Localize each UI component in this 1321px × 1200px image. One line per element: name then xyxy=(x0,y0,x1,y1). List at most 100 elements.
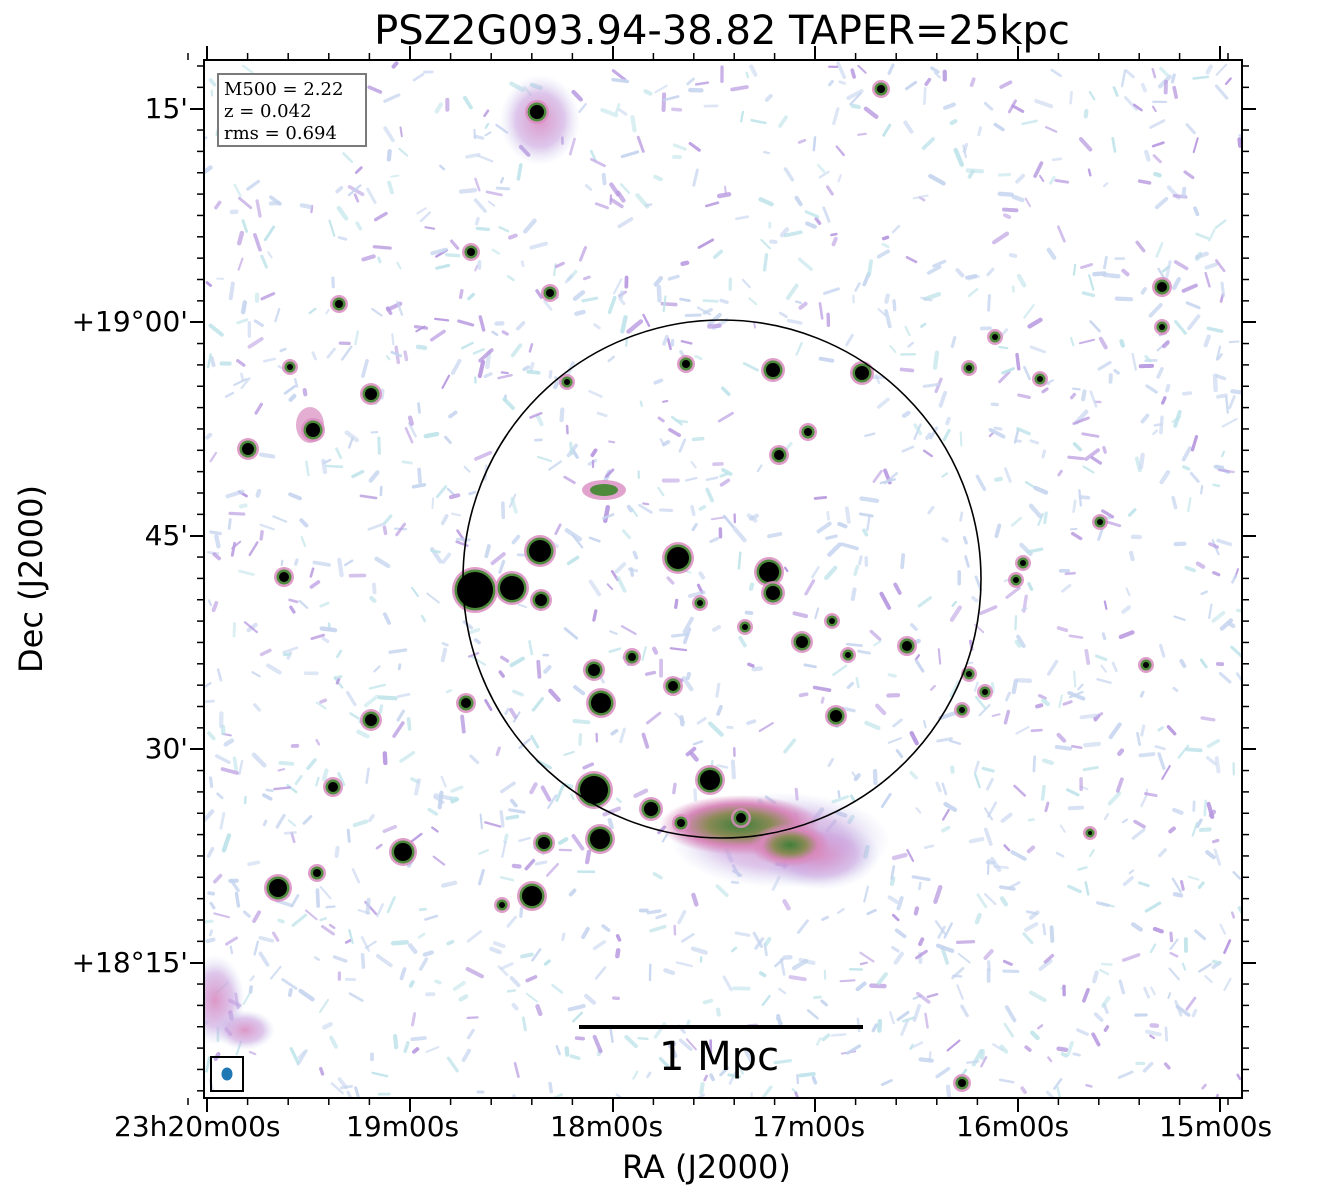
noise-speck xyxy=(1168,826,1176,834)
noise-speck xyxy=(976,893,988,909)
noise-speck xyxy=(440,647,448,663)
noise-speck xyxy=(396,261,402,270)
noise-speck xyxy=(1054,179,1070,184)
noise-speck xyxy=(450,358,462,375)
noise-speck xyxy=(1111,661,1118,673)
noise-speck xyxy=(262,819,268,827)
noise-speck xyxy=(880,792,892,808)
noise-speck xyxy=(407,421,417,438)
noise-speck xyxy=(299,203,313,210)
noise-speck xyxy=(889,1011,895,1025)
noise-speck xyxy=(864,720,881,731)
noise-speck xyxy=(962,142,969,154)
noise-speck xyxy=(609,630,618,635)
noise-speck xyxy=(1203,799,1207,817)
noise-speck xyxy=(1230,911,1236,919)
noise-speck xyxy=(797,257,813,271)
noise-speck xyxy=(1102,272,1121,279)
noise-speck xyxy=(424,914,439,921)
noise-speck xyxy=(434,102,444,114)
noise-speck xyxy=(1013,784,1026,797)
noise-speck xyxy=(950,335,957,348)
noise-speck xyxy=(499,876,515,882)
noise-speck xyxy=(346,1090,352,1098)
noise-speck xyxy=(487,200,496,207)
noise-speck xyxy=(748,513,759,521)
noise-speck xyxy=(1216,538,1233,547)
noise-speck xyxy=(269,965,282,980)
noise-speck xyxy=(1230,389,1242,395)
noise-speck xyxy=(1150,986,1156,996)
noise-speck xyxy=(1010,850,1027,861)
noise-speck xyxy=(499,810,505,828)
noise-speck xyxy=(671,107,683,112)
noise-speck xyxy=(520,260,525,268)
noise-speck xyxy=(788,975,807,982)
noise-speck xyxy=(1042,923,1047,936)
noise-speck xyxy=(410,1036,427,1042)
noise-speck xyxy=(866,515,871,532)
noise-speck xyxy=(216,792,224,800)
noise-speck xyxy=(571,89,583,102)
noise-speck xyxy=(296,1049,308,1066)
noise-speck xyxy=(930,684,936,691)
noise-speck xyxy=(894,928,907,939)
noise-speck xyxy=(778,987,787,995)
noise-speck xyxy=(930,66,940,74)
noise-speck xyxy=(342,152,354,164)
noise-speck xyxy=(241,64,254,74)
noise-speck xyxy=(310,633,326,640)
noise-speck xyxy=(371,307,383,317)
noise-speck xyxy=(1101,996,1111,1008)
noise-speck xyxy=(431,826,439,833)
noise-speck xyxy=(719,478,731,487)
noise-speck xyxy=(410,832,423,843)
noise-speck xyxy=(1016,427,1031,436)
noise-speck xyxy=(1038,958,1053,971)
noise-speck xyxy=(857,649,871,655)
noise-speck xyxy=(813,495,828,500)
noise-speck xyxy=(1028,503,1043,519)
noise-speck xyxy=(461,1048,472,1063)
noise-speck xyxy=(689,751,699,762)
noise-speck xyxy=(431,497,435,510)
noise-speck xyxy=(1067,805,1085,811)
noise-speck xyxy=(839,979,856,983)
noise-speck xyxy=(1185,996,1197,1011)
source-core xyxy=(580,776,608,804)
noise-speck xyxy=(992,1043,1004,1052)
source-core xyxy=(830,710,842,722)
noise-speck xyxy=(966,1060,980,1064)
noise-speck xyxy=(537,455,553,463)
noise-speck xyxy=(563,475,576,485)
noise-speck xyxy=(368,814,375,823)
y-tick-label: 45' xyxy=(144,519,188,552)
noise-speck xyxy=(881,235,890,241)
noise-speck xyxy=(909,1041,924,1050)
noise-speck xyxy=(685,1019,691,1028)
noise-speck xyxy=(1200,590,1208,596)
noise-speck xyxy=(922,382,941,388)
noise-speck xyxy=(450,512,462,517)
source-core xyxy=(394,843,412,861)
noise-speck xyxy=(569,1054,581,1061)
noise-speck xyxy=(1011,104,1025,113)
noise-speck xyxy=(881,242,890,249)
noise-speck xyxy=(606,583,614,591)
noise-speck xyxy=(1161,340,1170,349)
noise-speck xyxy=(719,298,729,305)
noise-speck xyxy=(1090,456,1103,465)
noise-speck xyxy=(822,206,831,223)
noise-speck xyxy=(669,1044,678,1059)
noise-speck xyxy=(563,750,575,756)
noise-speck xyxy=(216,668,223,682)
noise-speck xyxy=(1054,744,1073,751)
x-tick-label: 23h20m00s xyxy=(114,1110,281,1143)
noise-speck xyxy=(462,95,473,110)
noise-speck xyxy=(715,884,729,897)
noise-speck xyxy=(918,881,922,891)
noise-speck xyxy=(280,559,284,566)
noise-speck xyxy=(871,1023,879,1033)
noise-speck xyxy=(845,642,863,647)
noise-speck xyxy=(248,1050,257,1056)
